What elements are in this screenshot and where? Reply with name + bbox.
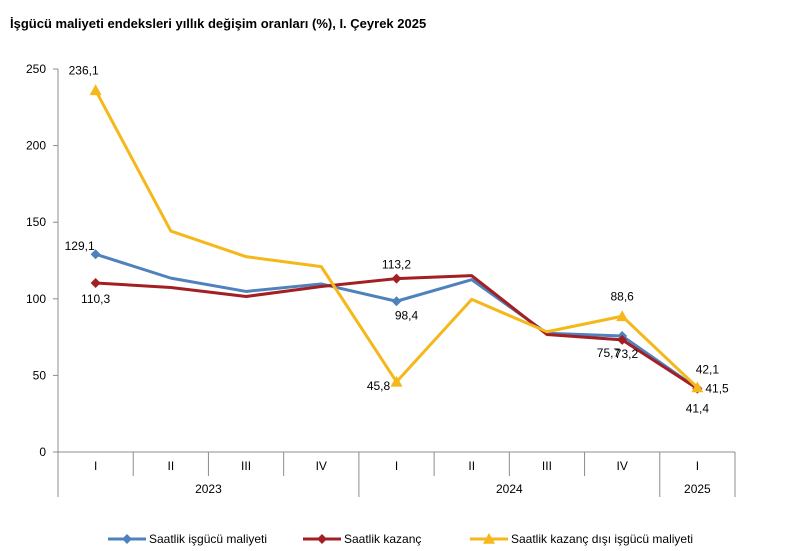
data-label: 110,3 xyxy=(81,292,110,306)
y-tick-label: 250 xyxy=(26,62,46,76)
x-tick-label: III xyxy=(542,459,552,473)
x-tick-label: IV xyxy=(616,459,627,473)
data-label: 98,4 xyxy=(395,308,419,322)
y-tick-label: 100 xyxy=(26,292,46,306)
data-label: 41,5 xyxy=(705,381,729,395)
data-label: 129,1 xyxy=(65,239,95,253)
legend-item: Saatlik kazanç xyxy=(303,532,421,546)
legend-label: Saatlik işgücü maliyeti xyxy=(149,532,267,546)
series-3 xyxy=(89,84,704,393)
series-line xyxy=(95,274,699,390)
x-group-label: 2024 xyxy=(496,482,523,496)
data-point xyxy=(617,334,628,345)
legend-marker xyxy=(483,533,495,544)
x-group-label: 2025 xyxy=(684,482,711,496)
data-label: 45,8 xyxy=(367,379,391,393)
data-label: 88,6 xyxy=(610,289,634,303)
x-tick-label: III xyxy=(241,459,251,473)
data-label: 73,2 xyxy=(615,347,639,361)
legend-marker xyxy=(317,534,327,544)
data-label: 42,1 xyxy=(696,363,720,377)
y-tick-label: 200 xyxy=(26,139,46,153)
data-label: 75,7 xyxy=(597,346,621,360)
data-point xyxy=(391,296,402,307)
x-tick-label: II xyxy=(167,459,174,473)
series-line xyxy=(94,89,699,389)
legend-label: Saatlik kazanç dışı işgücü maliyeti xyxy=(511,532,693,546)
data-point xyxy=(89,84,102,96)
legend-label: Saatlik kazanç xyxy=(344,532,421,546)
y-tick-label: 150 xyxy=(26,215,46,229)
data-label: 41,4 xyxy=(686,402,710,416)
chart-series xyxy=(89,84,704,394)
data-point xyxy=(691,381,704,393)
data-point xyxy=(616,310,629,322)
x-tick-label: I xyxy=(696,459,699,473)
legend-marker xyxy=(122,534,132,544)
y-tick-label: 50 xyxy=(33,368,47,382)
data-point xyxy=(390,375,403,387)
y-tick-label: 0 xyxy=(39,445,46,459)
chart-legend: Saatlik işgücü maliyeti Saatlik kazanç Saa… xyxy=(108,532,693,546)
chart-data-labels: 129,1 98,4 75,7 41,5 110,3 113,2 73,2 41,4 236,1… xyxy=(65,63,729,415)
x-tick-label: I xyxy=(395,459,398,473)
x-tick-label: II xyxy=(468,459,475,473)
x-tick-label: IV xyxy=(316,459,327,473)
legend-item: Saatlik kazanç dışı işgücü maliyeti xyxy=(470,532,693,546)
data-point xyxy=(90,249,101,260)
legend-item: Saatlik işgücü maliyeti xyxy=(108,532,267,546)
x-group-label: 2023 xyxy=(195,482,222,496)
data-label: 113,2 xyxy=(382,258,411,272)
chart-title: İşgücü maliyeti endeksleri yıllık değişi… xyxy=(10,16,427,31)
data-point xyxy=(391,273,402,284)
x-tick-label: I xyxy=(94,459,97,473)
data-label: 236,1 xyxy=(69,63,99,77)
data-point xyxy=(90,278,101,289)
